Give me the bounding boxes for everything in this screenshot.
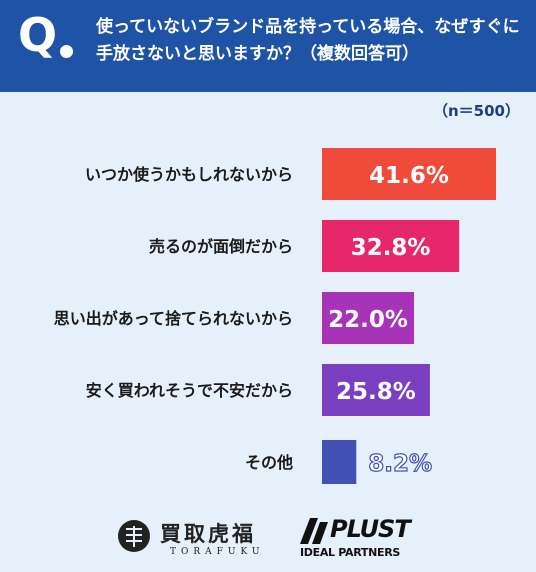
value-label: 22.0% — [328, 307, 408, 333]
plust-logo-subtext: IDEAL PARTNERS — [300, 546, 401, 559]
bar — [322, 440, 357, 484]
category-label: その他 — [245, 453, 293, 472]
bar — [322, 148, 496, 200]
q-dot — [60, 45, 73, 58]
value-label: 41.6% — [369, 163, 449, 189]
question-text: 使っていないブランド品を持っている場合、なぜすぐに手放さないと思いますか？（複数… — [96, 17, 520, 64]
plust-mark-icon — [300, 518, 328, 544]
q-mark: Q — [18, 8, 58, 62]
value-label: 32.8% — [351, 235, 431, 261]
torafuku-seal-icon — [118, 520, 150, 552]
value-label: 8.2% — [368, 451, 432, 477]
value-label: 25.8% — [336, 379, 416, 405]
question-header: Q 使っていないブランド品を持っている場合、なぜすぐに手放さないと思いますか？（… — [0, 0, 536, 92]
bar — [322, 292, 415, 344]
plust-logo-text: PLUST — [330, 515, 411, 543]
sample-size-label: （n＝500） — [433, 102, 520, 120]
category-label: 安く買われそうで不安だから — [86, 381, 293, 400]
bar — [322, 364, 430, 416]
torafuku-logo-text: 買取虎福 — [160, 521, 256, 546]
bar-chart: いつか使うかもしれないから 41.6% 売るのが面倒だから 32.8% 思い出があって捨… — [54, 148, 496, 484]
category-label: いつか使うかもしれないから — [85, 165, 293, 184]
bar — [322, 220, 460, 272]
torafuku-logo-subtext: TORAFUKU — [170, 547, 265, 557]
category-label: 売るのが面倒だから — [149, 237, 293, 256]
category-label: 思い出があって捨てられないから — [54, 309, 293, 328]
logo-area: 買取虎福 TORAFUKU PLUST IDEAL PARTNERS — [0, 510, 536, 572]
